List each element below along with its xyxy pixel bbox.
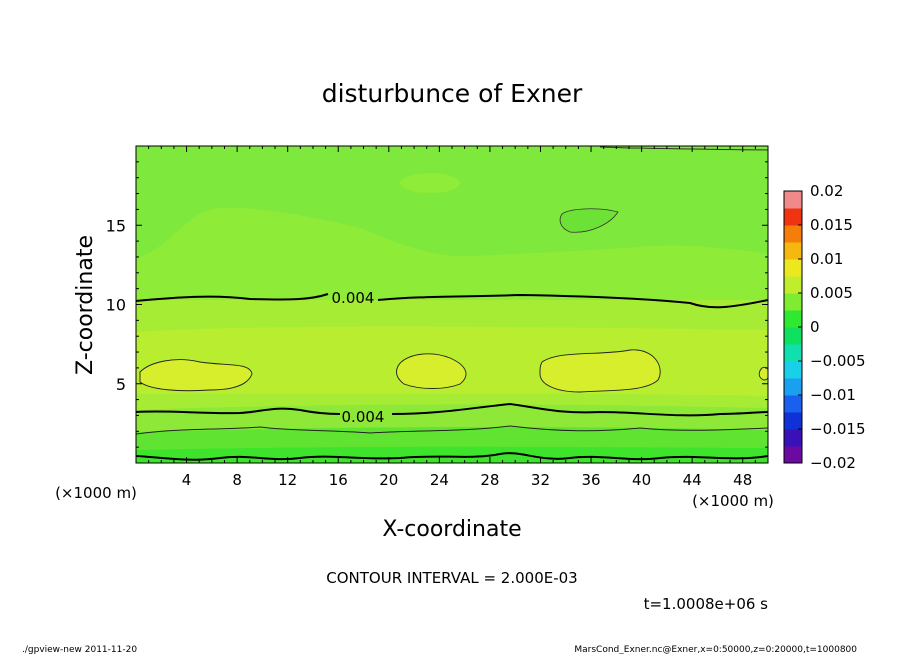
contour-line-0.004-lower xyxy=(136,402,768,417)
y-tick-label: 5 xyxy=(116,375,126,394)
upper-band xyxy=(136,207,768,300)
contour-interval-text: CONTOUR INTERVAL = 2.000E-03 xyxy=(326,569,577,587)
footer-left: ./gpview-new 2011-11-20 xyxy=(22,645,137,654)
x-unit-left: (×1000 m) xyxy=(55,484,137,502)
high-blob-3 xyxy=(539,349,661,393)
colorbar-tick-label: −0.015 xyxy=(810,420,866,438)
colorbar-tick-label: 0.02 xyxy=(810,182,843,200)
low-band-2 xyxy=(136,426,768,450)
x-tick-label: 36 xyxy=(581,471,600,489)
colorbar-swatch xyxy=(784,446,802,464)
x-tick-label: 32 xyxy=(531,471,550,489)
x-tick-label: 48 xyxy=(733,471,752,489)
x-tick-label: 20 xyxy=(379,471,398,489)
x-unit-right: (×1000 m) xyxy=(692,492,774,510)
chart-title: disturbunce of Exner xyxy=(322,79,583,108)
upper-light-blob xyxy=(400,173,460,193)
colorbar-swatch xyxy=(784,242,802,260)
contour-line-0.004-upper xyxy=(136,293,768,309)
colorbar-swatch xyxy=(784,327,802,345)
colorbar-swatch xyxy=(784,412,802,430)
high-blob-4 xyxy=(758,366,768,381)
colorbar-swatch xyxy=(784,395,802,413)
x-axis-ticks: 4 8 12 16 20 24 28 32 36 40 44 48 xyxy=(148,146,756,489)
high-blob-1 xyxy=(139,359,253,392)
x-tick-label: 8 xyxy=(232,471,242,489)
contour-line-0.002 xyxy=(136,425,768,435)
plot-field xyxy=(136,146,768,463)
x-tick-label: 16 xyxy=(329,471,348,489)
colorbar-swatch xyxy=(784,378,802,396)
x-tick-label: 4 xyxy=(182,471,192,489)
y-axis-label: Z-coordinate xyxy=(73,235,98,375)
contour-line-0.000 xyxy=(136,452,768,461)
footer-right: MarsCond_Exner.nc@Exner,x=0:50000,z=0:20… xyxy=(574,645,857,654)
colorbar-swatch xyxy=(784,276,802,294)
colorbar-swatch xyxy=(784,344,802,362)
x-tick-label: 40 xyxy=(632,471,651,489)
colorbar-tick-label: −0.02 xyxy=(810,454,856,472)
contour-line-top xyxy=(599,146,768,151)
contour-label-lower: 0.004 xyxy=(342,408,385,426)
time-text: t=1.0008e+06 s xyxy=(644,595,769,613)
colorbar-tick-label: −0.005 xyxy=(810,352,866,370)
upper-green-blob xyxy=(559,208,619,233)
colorbar-tick-label: 0 xyxy=(810,318,820,336)
y-tick-label: 15 xyxy=(106,216,126,235)
y-axis-ticks: 5 10 15 xyxy=(106,161,768,448)
contour-label-upper: 0.004 xyxy=(332,289,375,307)
x-tick-label: 24 xyxy=(430,471,449,489)
colorbar-swatch xyxy=(784,259,802,277)
colorbar-tick-label: 0.015 xyxy=(810,216,853,234)
x-tick-label: 44 xyxy=(683,471,702,489)
high-blob-2 xyxy=(396,353,467,389)
colorbar-tick-label: 0.005 xyxy=(810,284,853,302)
x-tick-label: 12 xyxy=(278,471,297,489)
colorbar-swatch xyxy=(784,293,802,311)
colorbar-tick-label: 0.01 xyxy=(810,250,843,268)
colorbar-swatch xyxy=(784,191,802,209)
x-axis-label: X-coordinate xyxy=(382,517,521,542)
colorbar-swatch xyxy=(784,225,802,243)
x-tick-label: 28 xyxy=(480,471,499,489)
y-tick-label: 10 xyxy=(106,296,126,315)
colorbar-swatch xyxy=(784,310,802,328)
colorbar-swatch xyxy=(784,361,802,379)
colorbar-tick-label: −0.01 xyxy=(810,386,856,404)
colorbar-swatch xyxy=(784,429,802,447)
colorbar-ticks: 0.02 0.015 0.01 0.005 0 −0.005 −0.01 −0.015 −0.0… xyxy=(798,182,866,472)
colorbar-swatch xyxy=(784,208,802,226)
colorbar xyxy=(784,191,802,464)
